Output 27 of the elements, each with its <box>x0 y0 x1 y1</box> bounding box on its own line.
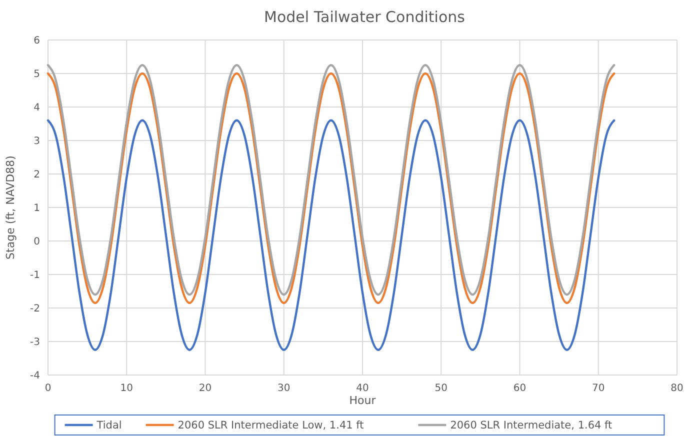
legend-label: Tidal <box>96 420 122 432</box>
x-tick-label: 60 <box>513 383 526 394</box>
y-axis-title: Stage (ft, NAVD88) <box>4 156 17 260</box>
y-tick-label: 0 <box>34 236 40 248</box>
x-axis-title: Hour <box>349 394 376 407</box>
x-tick-label: 70 <box>592 383 605 394</box>
x-tick-label: 20 <box>198 383 212 394</box>
legend-label: 2060 SLR Intermediate Low, 1.41 ft <box>178 420 364 432</box>
x-tick-label: 40 <box>356 383 369 394</box>
y-tick-label: 3 <box>34 136 40 147</box>
x-tick-label: 30 <box>278 383 290 394</box>
y-tick-label: -2 <box>30 304 40 314</box>
chart-title: Model Tailwater Conditions <box>264 8 466 26</box>
line-series <box>46 119 616 351</box>
x-tick-label: 10 <box>120 383 133 394</box>
y-tick-label: 5 <box>34 69 40 80</box>
x-tick-label: 80 <box>670 383 684 394</box>
y-tick-label: 1 <box>34 203 40 214</box>
y-tick-label: -3 <box>30 337 40 348</box>
x-tick-label: 0 <box>44 383 52 394</box>
y-tick-label: -4 <box>30 370 40 382</box>
y-tick-label: 4 <box>34 102 40 114</box>
y-tick-label: 2 <box>34 170 40 180</box>
y-tick-label: -1 <box>30 270 40 281</box>
legend-label: 2060 SLR Intermediate, 1.64 ft <box>450 420 612 432</box>
x-tick-label: 50 <box>434 383 448 394</box>
y-tick-label: 6 <box>34 36 40 46</box>
